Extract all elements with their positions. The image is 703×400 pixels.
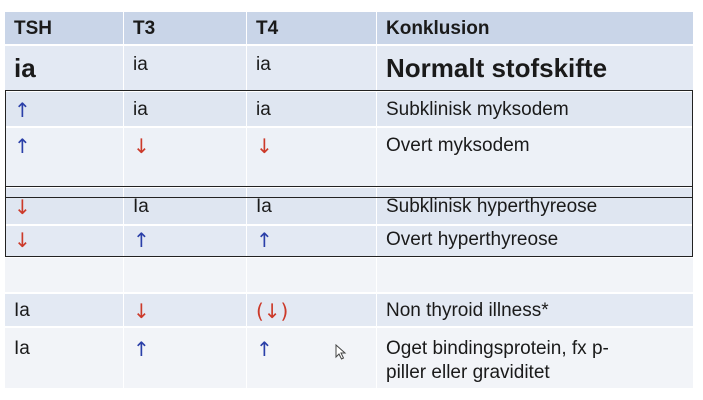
down-arrow-icon: ↓ <box>14 228 31 252</box>
down-arrow-icon: ↓ <box>14 195 31 219</box>
conclusion-line-2: piller eller graviditet <box>386 362 550 383</box>
cell-t4: Ia <box>247 188 377 224</box>
cell-tsh: Ia <box>5 294 124 326</box>
empty-cell <box>124 258 247 292</box>
up-arrow-icon: ↑ <box>256 228 273 252</box>
empty-cell <box>5 258 124 292</box>
down-arrow-icon: ↓ <box>256 134 273 158</box>
cell-t4: ia <box>247 92 377 126</box>
mouse-cursor-icon <box>335 344 347 360</box>
table-row-overt-hyperthyroidism: ↓ ↑ ↑ Overt hyperthyreose <box>5 226 693 256</box>
cell-conclusion: Subklinisk myksodem <box>386 99 569 120</box>
cell-conclusion: Normalt stofskifte <box>386 53 608 83</box>
table-row-subclinical-hyperthyroidism: ↓ Ia Ia Subklinisk hyperthyreose <box>5 188 693 224</box>
cell-tsh: ia <box>5 46 124 90</box>
up-arrow-icon: ↑ <box>133 228 150 252</box>
header-conclusion: Konklusion <box>386 18 490 39</box>
cell-t4: ia <box>247 46 377 90</box>
up-arrow-icon: ↑ <box>133 337 150 361</box>
header-t3: T3 <box>124 12 247 44</box>
cell-t3: Ia <box>124 188 247 224</box>
cell-conclusion: Subklinisk hyperthyreose <box>386 196 598 217</box>
header-t4: T4 <box>247 12 377 44</box>
up-arrow-icon: ↑ <box>256 337 273 361</box>
conclusion-line-1: Oget bindingsprotein, fx p- <box>386 338 609 359</box>
up-arrow-icon: ↑ <box>14 98 31 122</box>
table-row-non-thyroid-illness: Ia ↓ (↓) Non thyroid illness* <box>5 294 693 326</box>
down-arrow-icon: ↓ <box>133 299 150 323</box>
table-row-empty <box>5 258 693 292</box>
cell-conclusion: Non thyroid illness* <box>386 300 549 321</box>
down-arrow-parenthesized-icon: (↓) <box>256 299 289 323</box>
table-row-overt-myxedema: ↑ ↓ ↓ Overt myksodem <box>5 128 693 186</box>
cell-conclusion: Oget bindingsprotein, fx p- piller eller… <box>377 328 693 388</box>
cell-conclusion: Overt hyperthyreose <box>386 229 559 250</box>
table-header-row: TSH T3 T4 Konklusion <box>5 12 693 44</box>
down-arrow-icon: ↓ <box>133 134 150 158</box>
table-row-normal: ia ia ia Normalt stofskifte <box>5 46 693 90</box>
table-row-binding-protein: Ia ↑ ↑ Oget bindingsprotein, fx p- pille… <box>5 328 693 388</box>
cell-conclusion: Overt myksodem <box>386 135 530 156</box>
cell-t3: ia <box>124 92 247 126</box>
header-tsh: TSH <box>5 12 124 44</box>
empty-cell <box>377 258 693 292</box>
empty-cell <box>247 258 377 292</box>
up-arrow-icon: ↑ <box>14 134 31 158</box>
table-row-subclinical-myxedema: ↑ ia ia Subklinisk myksodem <box>5 92 693 126</box>
cell-tsh: Ia <box>5 328 124 388</box>
cell-t3: ia <box>124 46 247 90</box>
